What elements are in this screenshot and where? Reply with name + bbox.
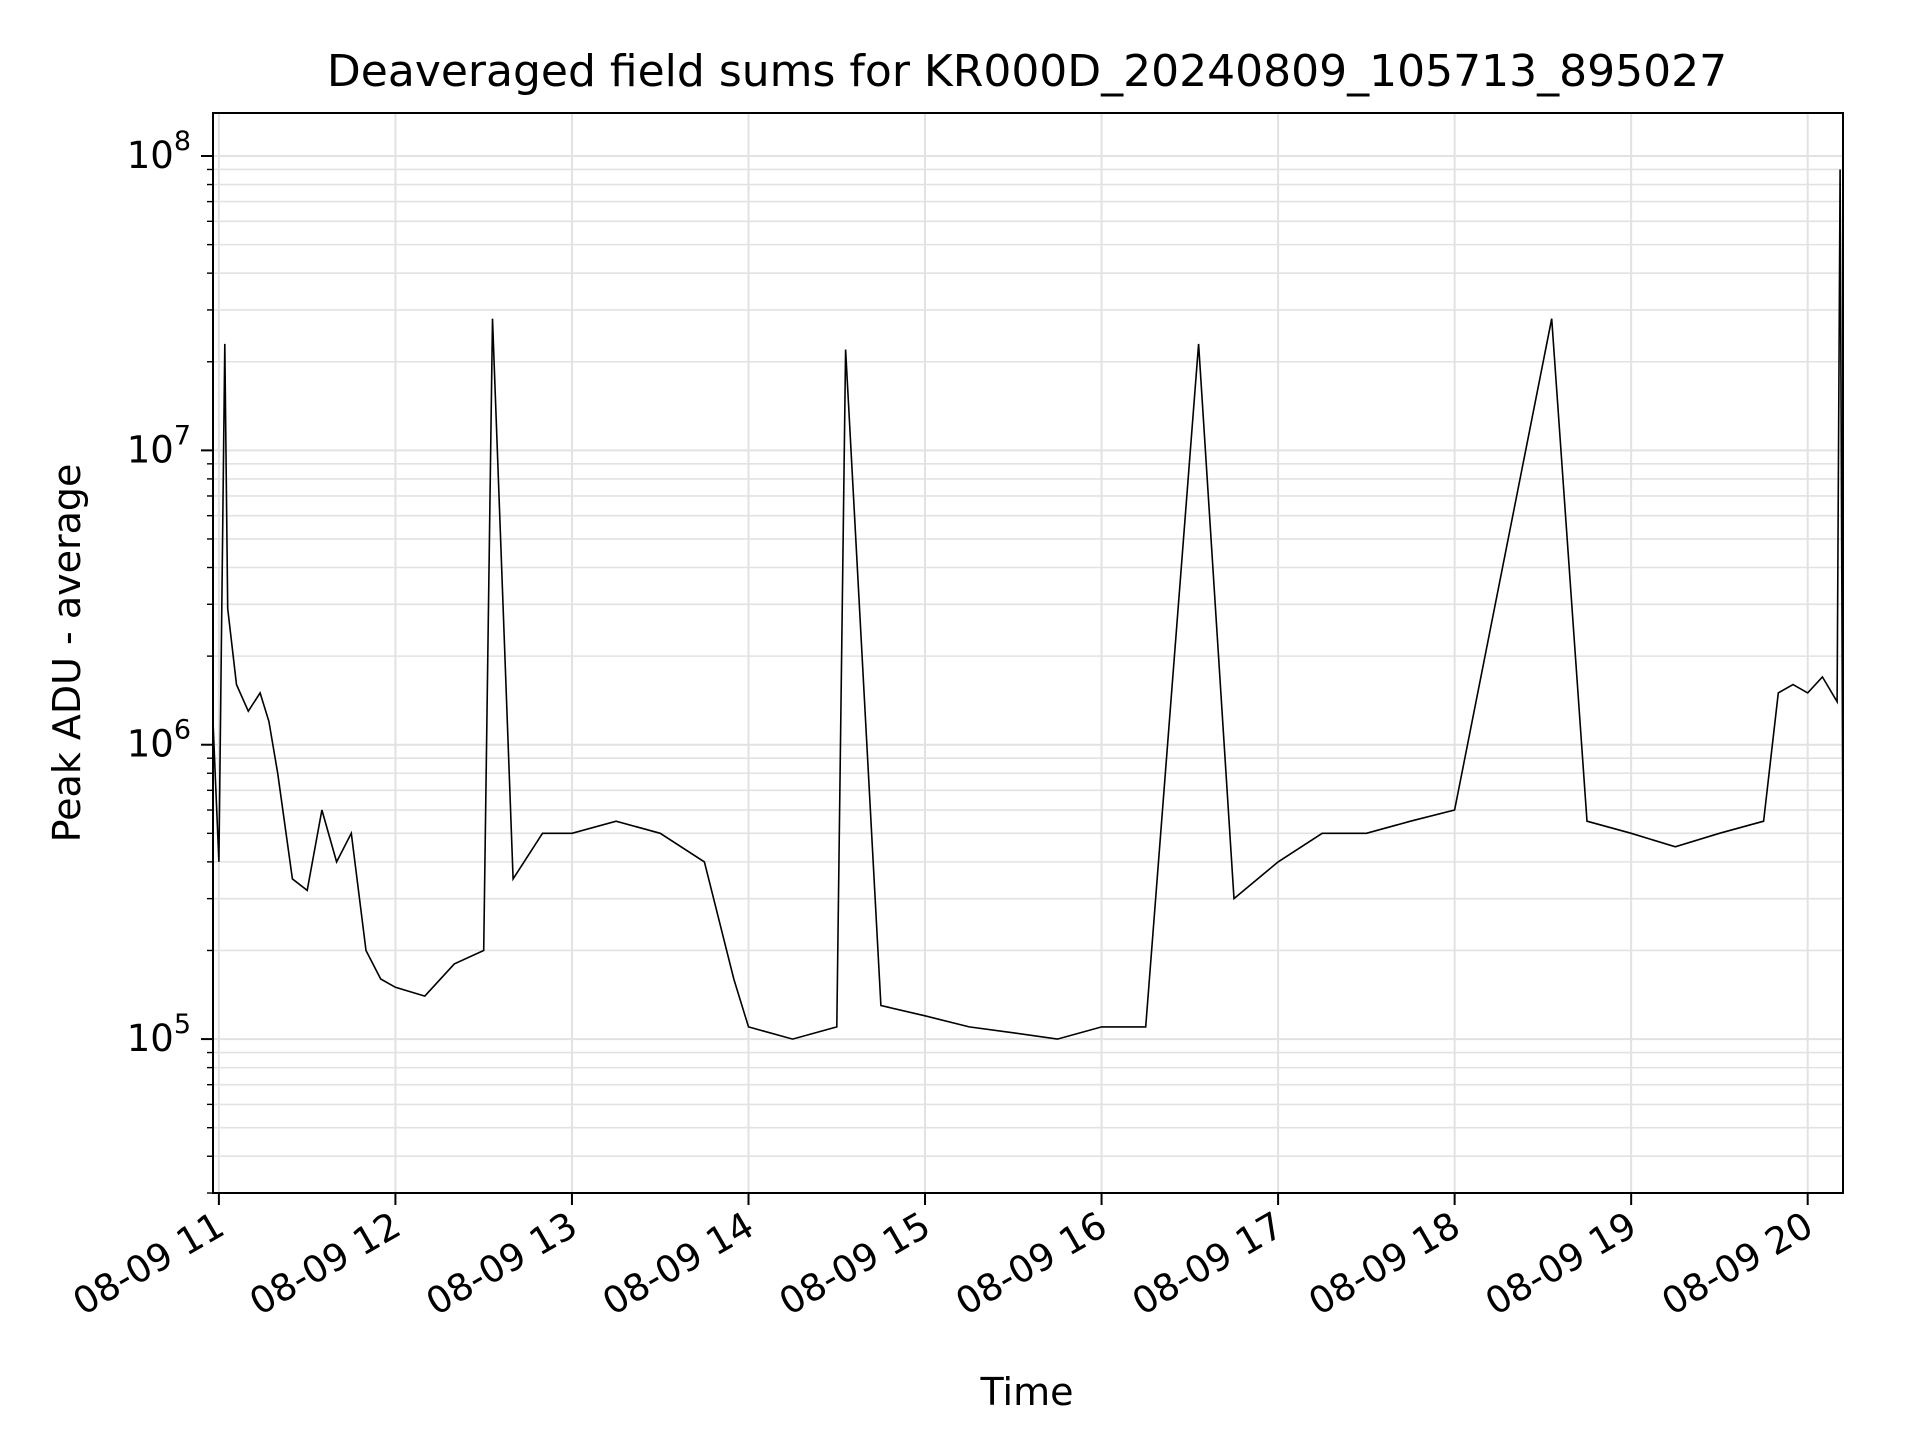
y-axis-label: Peak ADU - average <box>45 464 89 843</box>
y-tick-label: 107 <box>127 420 191 471</box>
y-tick-label: 105 <box>127 1009 191 1060</box>
y-tick-label: 106 <box>127 715 191 766</box>
grid-lines <box>213 113 1843 1194</box>
y-tick-exponent: 8 <box>174 126 191 157</box>
y-tick-exponent: 5 <box>174 1009 191 1040</box>
chart-title: Deaveraged field sums for KR000D_2024080… <box>327 46 1727 97</box>
y-tick-exponent: 7 <box>174 420 191 451</box>
y-tick-exponent: 6 <box>174 715 191 746</box>
y-tick-label: 108 <box>127 126 191 177</box>
plot-frame <box>212 112 1844 1194</box>
series-layer <box>212 169 1844 1040</box>
y-tick-base: 10 <box>127 1017 174 1060</box>
y-tick-base: 10 <box>127 428 174 471</box>
x-axis-label: Time <box>980 1370 1074 1414</box>
y-tick-base: 10 <box>127 723 174 766</box>
y-tick-base: 10 <box>127 134 174 177</box>
series-line <box>212 169 1844 1040</box>
